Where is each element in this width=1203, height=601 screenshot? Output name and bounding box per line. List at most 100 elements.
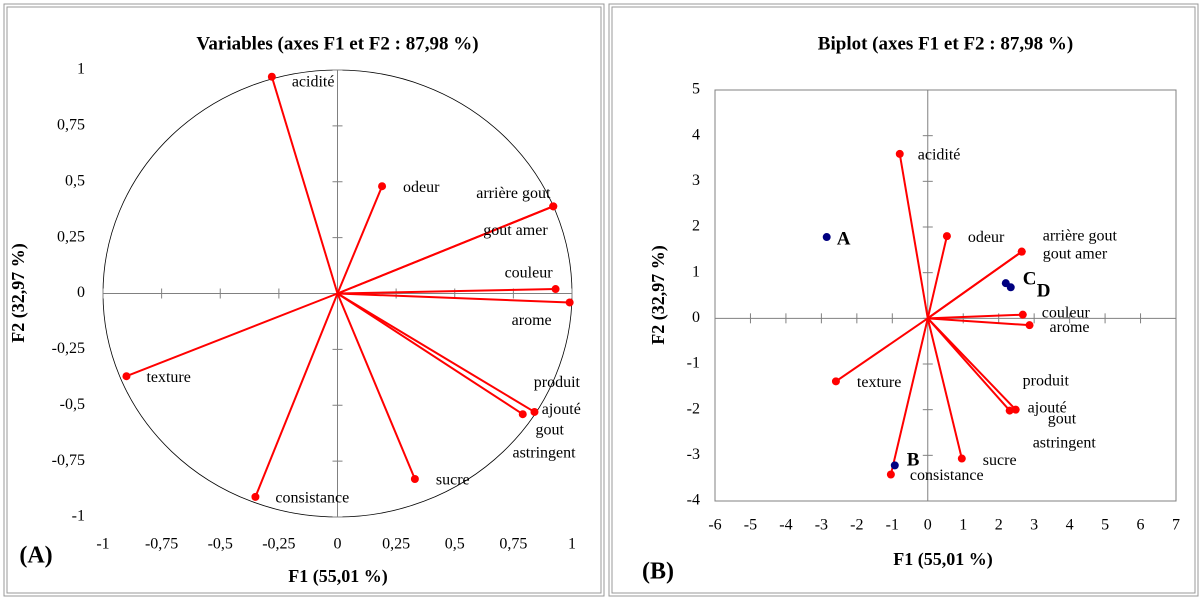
y-tick-label: 0,25 — [57, 228, 85, 245]
point-label: arome — [512, 312, 552, 329]
x-tick-label: -5 — [744, 517, 757, 534]
point — [565, 298, 574, 307]
point-label: consistance — [910, 467, 984, 484]
point — [518, 410, 527, 419]
x-tick-label: -4 — [779, 517, 792, 534]
y-tick-label: 0,5 — [65, 172, 85, 189]
x-tick-label: -0,75 — [145, 536, 178, 553]
x-tick-label: 0 — [924, 517, 932, 534]
point — [410, 475, 419, 484]
point — [251, 492, 260, 501]
y-tick-label: 0,75 — [57, 117, 85, 134]
y-tick-label: -2 — [687, 400, 700, 417]
y-tick-label: 3 — [692, 172, 700, 189]
y-axis-title: F2 (32,97 %) — [8, 243, 29, 342]
x-tick-label: 1 — [959, 517, 967, 534]
vector — [835, 317, 929, 383]
panel-border — [611, 6, 1196, 594]
point-label: texture — [857, 374, 901, 391]
point-label: A — [837, 228, 851, 249]
point-label: ajouté — [542, 401, 581, 418]
y-tick-label: -1 — [687, 355, 700, 372]
point-label: ajouté — [1028, 399, 1067, 416]
plot-frame — [714, 89, 1177, 502]
chart-title: Variables (axes F1 et F2 : 87,98 %) — [196, 33, 478, 54]
point-label: D — [1037, 281, 1051, 302]
point — [1018, 310, 1027, 319]
point-label: arrière gout — [1043, 227, 1118, 244]
point — [822, 233, 831, 242]
point — [1017, 247, 1026, 256]
panel-border — [608, 3, 1199, 597]
x-tick-label: -0,5 — [208, 536, 233, 553]
point — [895, 149, 904, 158]
x-tick-label: 6 — [1137, 517, 1145, 534]
point-label: gout — [1048, 410, 1077, 427]
point-label: odeur — [403, 179, 440, 196]
point-label: couleur — [1042, 304, 1091, 321]
x-tick-label: -3 — [815, 517, 828, 534]
point — [551, 285, 560, 294]
point-label: couleur — [505, 265, 554, 282]
vector — [337, 288, 556, 295]
x-tick-label: -6 — [708, 517, 721, 534]
x-tick-label: 2 — [995, 517, 1003, 534]
point-label: texture — [146, 369, 190, 386]
y-tick-label: -0,5 — [60, 396, 85, 413]
point — [890, 461, 899, 470]
point — [886, 470, 895, 479]
x-tick-label: -2 — [850, 517, 863, 534]
vector — [270, 76, 339, 294]
panel-label: (A) — [19, 543, 52, 569]
x-tick-label: 1 — [568, 536, 576, 553]
x-tick-label: 3 — [1030, 517, 1038, 534]
point — [549, 202, 558, 211]
y-tick-label: 4 — [692, 126, 700, 143]
x-tick-label: -1 — [96, 536, 109, 553]
point-label: sucre — [983, 452, 1017, 469]
y-tick-label: 5 — [692, 81, 700, 98]
vector — [898, 153, 929, 319]
point-label: gout amer — [1043, 245, 1108, 262]
chart-title: Biplot (axes F1 et F2 : 87,98 %) — [818, 33, 1073, 54]
point-label: gout amer — [483, 222, 548, 239]
point — [530, 407, 539, 416]
point-label: acidité — [918, 147, 961, 164]
point — [267, 72, 276, 81]
vector — [336, 185, 383, 294]
vector — [926, 235, 948, 319]
x-tick-label: 5 — [1101, 517, 1109, 534]
vector — [927, 317, 1017, 411]
point-label: produit — [1023, 372, 1070, 389]
vector — [927, 313, 1023, 320]
point-label: C — [1023, 269, 1037, 290]
point-label: B — [907, 450, 920, 471]
vector — [926, 318, 963, 459]
panel-label: (B) — [642, 559, 674, 585]
point — [1005, 406, 1014, 415]
point — [957, 454, 966, 463]
x-tick-label: -1 — [886, 517, 899, 534]
panel-border — [3, 3, 605, 597]
x-tick-label: 4 — [1066, 517, 1074, 534]
point-label: sucre — [436, 472, 470, 489]
point-label: produit — [534, 374, 581, 391]
x-tick-label: 0 — [334, 536, 342, 553]
x-tick-label: 0,5 — [445, 536, 465, 553]
point-label: odeur — [968, 229, 1005, 246]
vector — [889, 318, 929, 475]
x-axis-title: F1 (55,01 %) — [288, 566, 387, 587]
y-axis-title: F2 (32,97 %) — [648, 245, 669, 344]
x-tick-label: -0,25 — [262, 536, 295, 553]
point — [378, 182, 387, 191]
vector — [337, 292, 570, 304]
vector — [336, 292, 535, 413]
vector — [927, 317, 1030, 327]
point-label: gout — [535, 422, 564, 439]
point-label: acidité — [292, 73, 335, 90]
point-label: consistance — [275, 490, 349, 507]
point — [1025, 321, 1034, 330]
x-tick-label: 0,25 — [382, 536, 410, 553]
